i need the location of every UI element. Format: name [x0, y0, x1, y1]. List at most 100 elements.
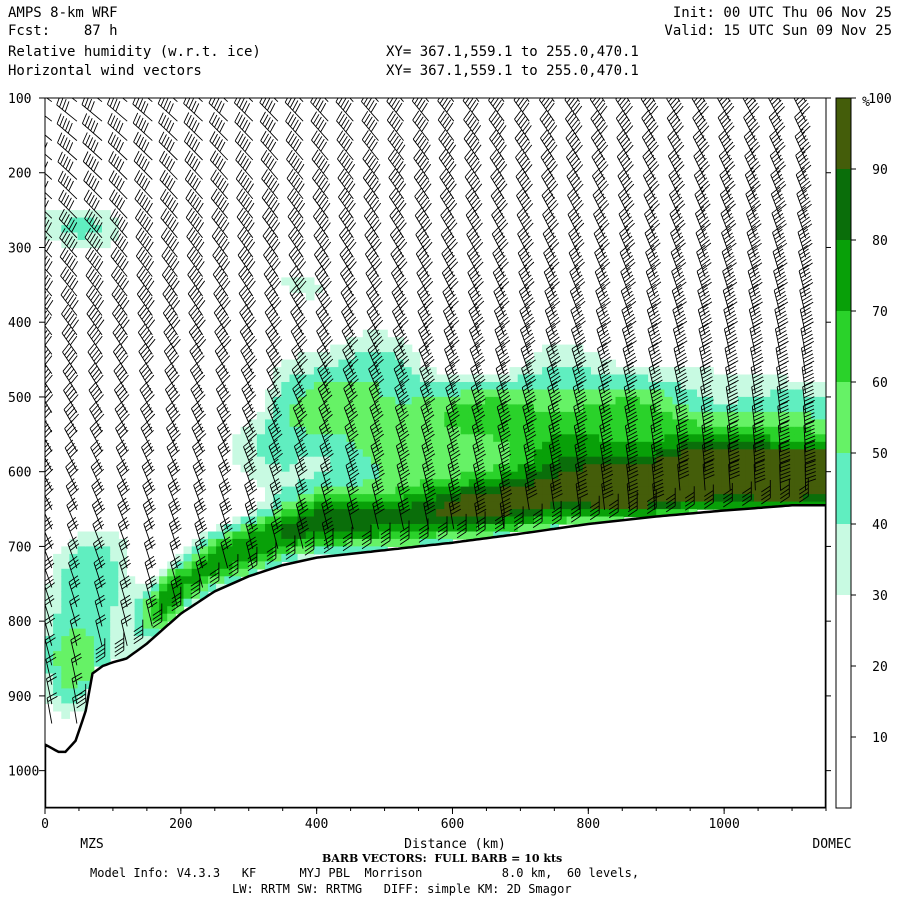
wind-barb	[701, 420, 715, 452]
wind-barb	[304, 531, 315, 556]
rh-cell	[656, 479, 665, 488]
rh-cell	[379, 411, 388, 420]
rh-cell	[802, 449, 812, 458]
wind-barb	[624, 420, 639, 452]
rh-cell	[631, 374, 641, 383]
rh-cell	[93, 598, 103, 607]
rh-cell	[248, 531, 258, 540]
rh-cell	[631, 367, 641, 376]
wind-barb	[725, 381, 740, 413]
wind-barb	[540, 148, 558, 180]
rh-cell	[688, 411, 698, 420]
wind-barb	[215, 361, 231, 394]
rh-cell	[639, 456, 649, 465]
rh-cell	[183, 568, 193, 577]
forecast-hour: Fcst: 87 h	[8, 23, 118, 39]
rh-cell	[566, 344, 576, 353]
rh-cell	[550, 374, 559, 383]
rh-cell	[85, 658, 95, 667]
wind-barb	[285, 111, 304, 141]
rh-cell	[379, 344, 388, 353]
rh-cell	[542, 524, 551, 533]
rh-cell	[509, 464, 519, 473]
rh-cell	[607, 367, 616, 376]
rh-cell	[305, 404, 315, 413]
wind-barb	[438, 129, 457, 161]
rh-cell	[721, 374, 731, 383]
rh-cell	[281, 516, 290, 525]
wind-barb	[114, 400, 130, 433]
wind-barb	[260, 149, 279, 180]
wind-barb	[211, 227, 230, 258]
rh-cell	[460, 531, 470, 540]
rh-cell	[379, 396, 388, 405]
rh-cell	[452, 441, 462, 450]
wind-barb	[776, 381, 790, 413]
rh-cell	[379, 494, 388, 503]
wind-barb	[665, 487, 676, 513]
rh-cell	[754, 449, 763, 458]
rh-cell	[102, 561, 111, 570]
rh-cell	[102, 628, 111, 637]
rh-cell	[305, 426, 315, 435]
wind-barb	[774, 303, 789, 335]
rh-cell	[281, 509, 290, 518]
rh-cell	[61, 225, 70, 234]
rh-cell	[273, 456, 282, 465]
rh-cell	[281, 494, 290, 503]
rh-cell	[615, 486, 625, 495]
wind-barb	[341, 303, 358, 336]
rh-cell	[338, 389, 348, 398]
wind-barb	[777, 420, 791, 452]
rh-cell	[566, 456, 576, 465]
wind-barb	[718, 128, 735, 161]
wind-barb	[419, 361, 435, 394]
rh-cell	[85, 568, 95, 577]
rh-cell	[183, 561, 193, 570]
rh-cell	[313, 516, 323, 525]
rh-cell	[248, 471, 258, 480]
rh-cell	[713, 434, 722, 443]
rh-cell	[770, 374, 779, 383]
rh-cell	[191, 583, 201, 592]
colorbar-swatch	[836, 382, 851, 453]
rh-cell	[354, 344, 364, 353]
rh-cell	[256, 471, 266, 480]
rh-cell	[85, 606, 95, 615]
rh-cell	[248, 449, 258, 458]
rh-cell	[582, 419, 592, 428]
rh-cell	[436, 494, 445, 503]
wind-barb	[412, 129, 431, 161]
wind-barb	[778, 440, 791, 471]
rh-cell	[525, 501, 535, 510]
rh-cell	[338, 494, 348, 503]
rh-cell	[338, 419, 348, 428]
rh-cell	[183, 576, 193, 585]
rh-cell	[53, 680, 62, 689]
wind-barb	[524, 459, 538, 491]
rh-cell	[248, 509, 258, 518]
rh-cell	[811, 494, 820, 503]
rh-cell	[248, 456, 258, 465]
rh-cell	[305, 486, 315, 495]
rh-cell	[509, 411, 519, 420]
rh-cell	[550, 382, 559, 391]
rh-cell	[208, 538, 217, 547]
rh-cell	[460, 404, 470, 413]
rh-cell	[93, 636, 103, 645]
rh-cell	[534, 494, 543, 503]
rh-cell	[737, 471, 747, 480]
wind-barb	[626, 478, 639, 510]
rh-cell	[786, 396, 796, 405]
rh-cell	[379, 479, 388, 488]
rh-cell	[607, 426, 616, 435]
wind-barb	[59, 228, 78, 258]
rh-cell	[534, 389, 543, 398]
rh-cell	[224, 531, 233, 540]
rh-cell	[85, 666, 95, 675]
wind-barb	[58, 208, 78, 239]
wind-barb	[642, 167, 660, 200]
rh-cell	[444, 426, 453, 435]
wind-barb	[621, 303, 637, 336]
rh-cell	[85, 240, 95, 249]
